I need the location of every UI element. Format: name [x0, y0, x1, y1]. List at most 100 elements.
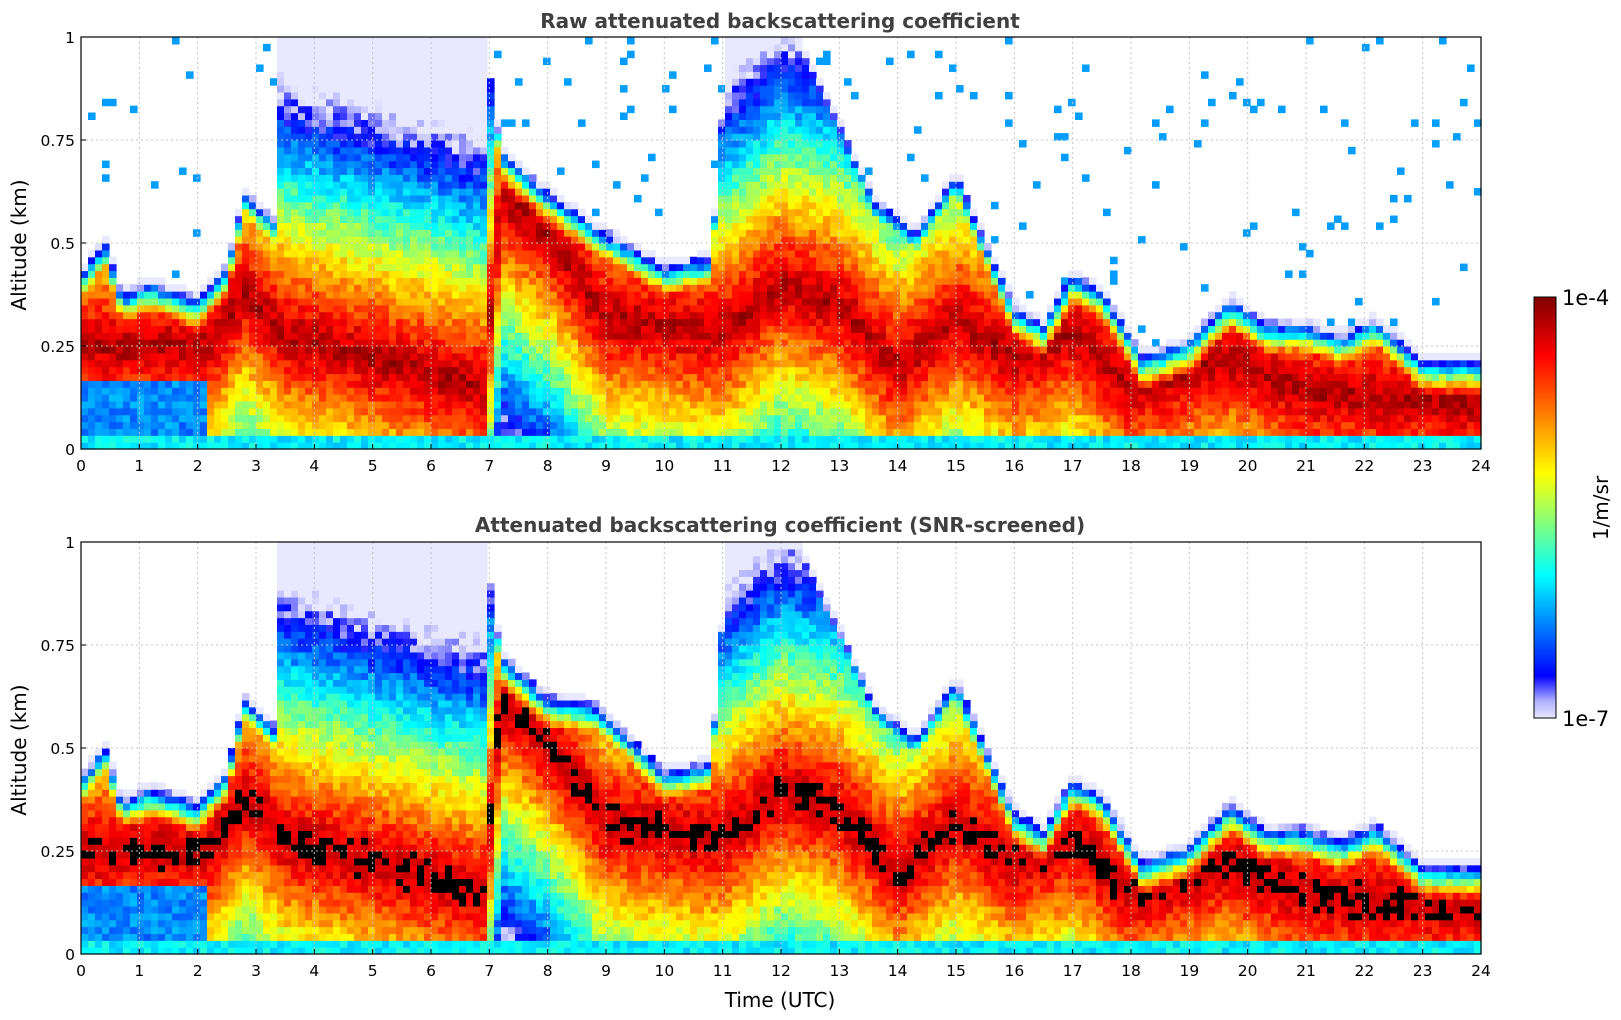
heatmap-cell [564, 318, 572, 326]
heatmap-cell [375, 400, 383, 409]
heatmap-cell [284, 174, 292, 182]
heatmap-cell [417, 57, 425, 66]
heatmap-cell [641, 311, 649, 320]
heatmap-cell [361, 167, 369, 175]
heatmap-cell [354, 291, 362, 299]
heatmap-cell [809, 174, 817, 182]
heatmap-cell [340, 181, 348, 189]
heatmap-cell [550, 201, 558, 210]
heatmap-cell [88, 263, 96, 272]
heatmap-cell [543, 428, 551, 436]
heatmap-cell [431, 435, 439, 443]
heatmap-cell [445, 346, 453, 354]
heatmap-cell [823, 174, 831, 182]
heatmap-cell [494, 222, 502, 230]
heatmap-cell [732, 394, 740, 402]
heatmap-cell [333, 435, 341, 443]
heatmap-cell [536, 181, 544, 189]
heatmap-cell [795, 366, 803, 375]
heatmap-cell [235, 421, 243, 429]
heatmap-cell [284, 352, 292, 361]
heatmap-cell [284, 325, 292, 333]
heatmap-cell [410, 98, 418, 107]
heatmap-cell [347, 112, 355, 120]
heatmap-cell [732, 146, 740, 155]
heatmap-cell [739, 201, 747, 210]
heatmap-cell [193, 428, 201, 436]
heatmap-cell [109, 263, 117, 272]
heatmap-cell [298, 201, 306, 210]
heatmap-cell [844, 146, 852, 155]
heatmap-cell [438, 270, 446, 278]
heatmap-cell [361, 64, 369, 72]
heatmap-cell [732, 160, 740, 169]
heatmap-cell [557, 236, 565, 244]
heatmap-cell [228, 311, 236, 320]
heatmap-cell [151, 435, 159, 443]
heatmap-cell [669, 339, 677, 347]
heatmap-cell [298, 297, 306, 306]
heatmap-cell [802, 435, 810, 443]
heatmap-cell [753, 270, 761, 278]
heatmap-cell [613, 400, 621, 409]
heatmap-cell [585, 270, 593, 278]
heatmap-cell [368, 71, 376, 79]
heatmap-cell [172, 421, 180, 429]
heatmap-cell [389, 277, 397, 285]
heatmap-cell [396, 194, 404, 203]
heatmap-cell [473, 153, 481, 162]
heatmap-cell [816, 153, 824, 162]
heatmap-cell [459, 256, 467, 265]
heatmap-cell [683, 421, 691, 429]
heatmap-cell [571, 201, 579, 210]
heatmap-cell [655, 318, 663, 326]
heatmap-cell [319, 414, 327, 423]
heatmap-cell [179, 297, 187, 306]
heatmap-cell [543, 400, 551, 409]
heatmap-cell [333, 98, 341, 107]
heatmap-cell [823, 304, 831, 313]
heatmap-cell [389, 407, 397, 416]
heatmap-cell [284, 43, 292, 52]
heatmap-cell [837, 346, 845, 354]
heatmap-cell [711, 325, 719, 333]
heatmap-cell [396, 243, 404, 251]
heatmap-cell [165, 297, 173, 306]
heatmap-cell [235, 215, 243, 223]
heatmap-cell [550, 222, 558, 230]
heatmap-cell [431, 167, 439, 175]
heatmap-cell [333, 153, 341, 162]
heatmap-cell [340, 91, 348, 100]
heatmap-cell [522, 352, 530, 361]
heatmap-cell [228, 256, 236, 265]
heatmap-cell [634, 394, 642, 402]
heatmap-cell [515, 435, 523, 443]
heatmap-cell [242, 297, 250, 306]
heatmap-cell [732, 435, 740, 443]
heatmap-cell [389, 352, 397, 361]
heatmap-cell [116, 366, 124, 375]
heatmap-cell [676, 428, 684, 436]
heatmap-cell [438, 78, 446, 86]
heatmap-cell [354, 277, 362, 285]
heatmap-cell [389, 311, 397, 320]
heatmap-cell [760, 105, 768, 114]
heatmap-cell [221, 421, 229, 429]
heatmap-cell [634, 352, 642, 361]
heatmap-cell [816, 373, 824, 381]
heatmap-cell [333, 208, 341, 217]
heatmap-cell [452, 339, 460, 347]
heatmap-cell [529, 332, 537, 340]
heatmap-cell [578, 394, 586, 402]
heatmap-cell [501, 153, 509, 162]
heatmap-cell [375, 394, 383, 402]
heatmap-cell [662, 297, 670, 306]
heatmap-cell [417, 78, 425, 86]
heatmap-cell [494, 126, 502, 134]
heatmap-cell [130, 400, 138, 409]
heatmap-cell [424, 284, 432, 292]
heatmap-cell [333, 50, 341, 59]
heatmap-cell [718, 366, 726, 375]
heatmap-cell [375, 442, 383, 450]
heatmap-cell [277, 78, 285, 86]
